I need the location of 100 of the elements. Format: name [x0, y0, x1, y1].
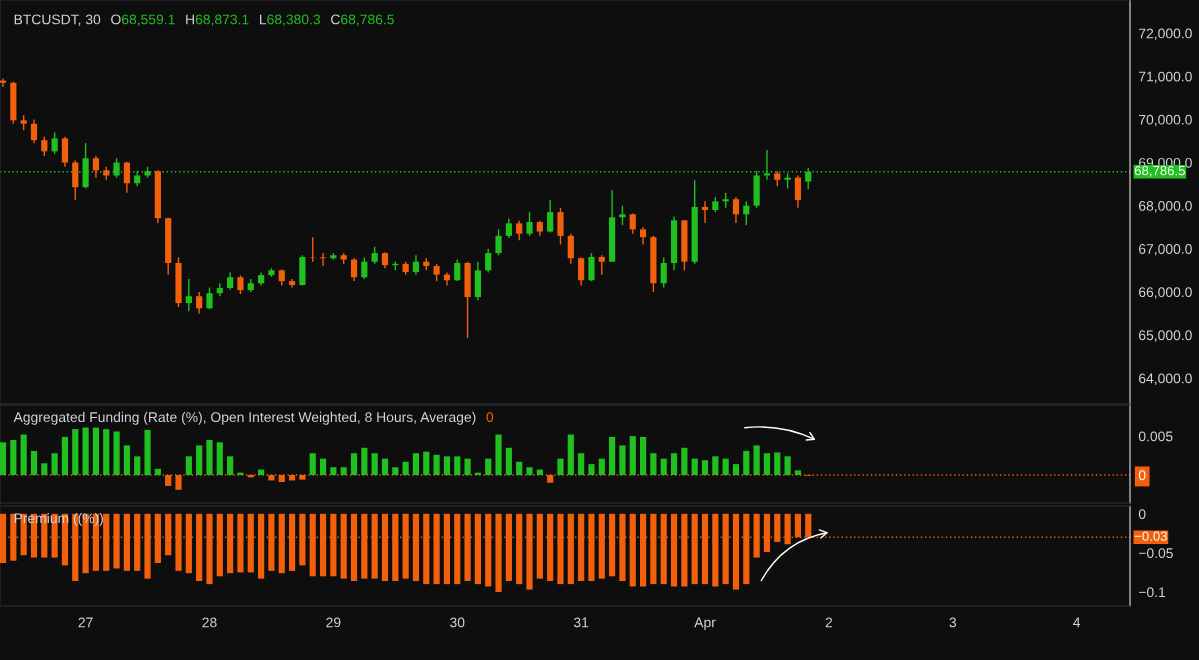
candlestick: [185, 278, 192, 312]
bar: [443, 456, 451, 475]
bar: [361, 447, 368, 475]
bar: [237, 472, 244, 475]
candlestick: [123, 160, 130, 194]
candlestick: [0, 77, 7, 88]
candlestick: [412, 254, 420, 276]
bar: [103, 429, 110, 475]
bar: [516, 461, 523, 475]
bar: [485, 458, 492, 475]
x-tick-label: 28: [202, 617, 217, 628]
candlestick: [588, 252, 595, 282]
bar: [423, 451, 430, 475]
bar: [92, 427, 100, 475]
bar: [61, 436, 69, 475]
bar: [10, 440, 17, 475]
bar: [330, 467, 337, 475]
candlestick: [51, 131, 58, 155]
bar: [743, 450, 750, 475]
bar: [216, 442, 223, 475]
bar: [701, 460, 709, 475]
candlestick: [557, 207, 564, 246]
x-tick-label: 4: [1073, 617, 1081, 628]
bar: [392, 467, 399, 475]
bar: [681, 447, 688, 475]
bar: [20, 434, 27, 475]
bar: [51, 453, 58, 475]
bar: [650, 453, 657, 475]
bar: [732, 464, 740, 475]
y-tick-label: 0.005: [1138, 431, 1173, 442]
y-tick-label: −0.05: [1139, 548, 1173, 559]
y-tick-label: 72,000.0: [1139, 28, 1192, 41]
candlestick: [516, 220, 523, 241]
candlestick: [660, 256, 667, 289]
candlestick: [629, 212, 636, 235]
bar: [660, 458, 667, 475]
x-tick-label: 30: [450, 617, 465, 628]
bar: [495, 434, 502, 475]
bar: [753, 445, 760, 475]
candlestick: [92, 155, 100, 179]
text: BTCUSDT, 30: [14, 14, 101, 26]
bar: [774, 452, 781, 475]
candlestick: [454, 258, 461, 282]
candlestick: [547, 199, 554, 234]
candlestick: [732, 196, 740, 224]
bar: [412, 453, 420, 475]
bar: [629, 436, 636, 475]
bar: [464, 458, 471, 475]
candlestick: [196, 291, 203, 315]
candlestick: [505, 217, 512, 239]
bar: [578, 453, 585, 475]
bar: [794, 470, 802, 475]
bar: [154, 468, 161, 475]
bar: [670, 453, 678, 475]
x-tick-label: 3: [949, 617, 957, 628]
candlestick: [237, 274, 244, 295]
annotation: C68,786.5: [331, 14, 394, 26]
y-tick-label: 67,000.0: [1139, 244, 1192, 256]
y-tick-label: 71,000.0: [1139, 71, 1192, 84]
bar: [381, 458, 389, 475]
candlestick: [495, 228, 502, 256]
bar: [340, 467, 347, 475]
bar: [185, 456, 192, 475]
bar: [763, 453, 771, 475]
bar: [712, 456, 719, 475]
ref-line-label: −0.03: [1134, 531, 1167, 541]
candlestick: [319, 252, 327, 267]
bar: [72, 429, 79, 475]
bar: [227, 456, 234, 475]
bar: [505, 447, 512, 475]
bar: [196, 445, 203, 475]
bar: [588, 464, 595, 475]
bar: [123, 445, 130, 475]
candlestick: [619, 204, 626, 226]
y-tick-label: 70,000.0: [1139, 114, 1192, 127]
annotation: H68,873.1: [186, 14, 249, 26]
candlestick: [350, 257, 358, 282]
candlestick: [30, 118, 38, 144]
candlestick: [598, 254, 605, 276]
x-tick-label: 29: [326, 617, 341, 628]
bar: [619, 445, 626, 475]
candlestick: [526, 211, 533, 237]
bar: [598, 458, 605, 475]
bar: [309, 453, 316, 475]
y-tick-label: 0: [1138, 509, 1146, 519]
bar: [567, 434, 574, 475]
x-tick-label: 2: [825, 617, 833, 628]
bar: [371, 453, 378, 475]
y-tick-label: −0.1: [1139, 587, 1166, 598]
bar: [319, 458, 327, 475]
bar: [350, 453, 358, 475]
bar: [557, 458, 564, 475]
x-tick-label: 27: [78, 617, 93, 628]
bar: [113, 431, 120, 475]
annotation: L68,380.3: [260, 14, 321, 26]
bar: [30, 450, 38, 475]
bar: [784, 456, 791, 475]
bar: [0, 442, 7, 475]
chart-title: Aggregated Funding (Rate (%), Open Interest Weighted, 8 Hours, Average): [13, 411, 476, 425]
candlestick: [361, 256, 368, 280]
